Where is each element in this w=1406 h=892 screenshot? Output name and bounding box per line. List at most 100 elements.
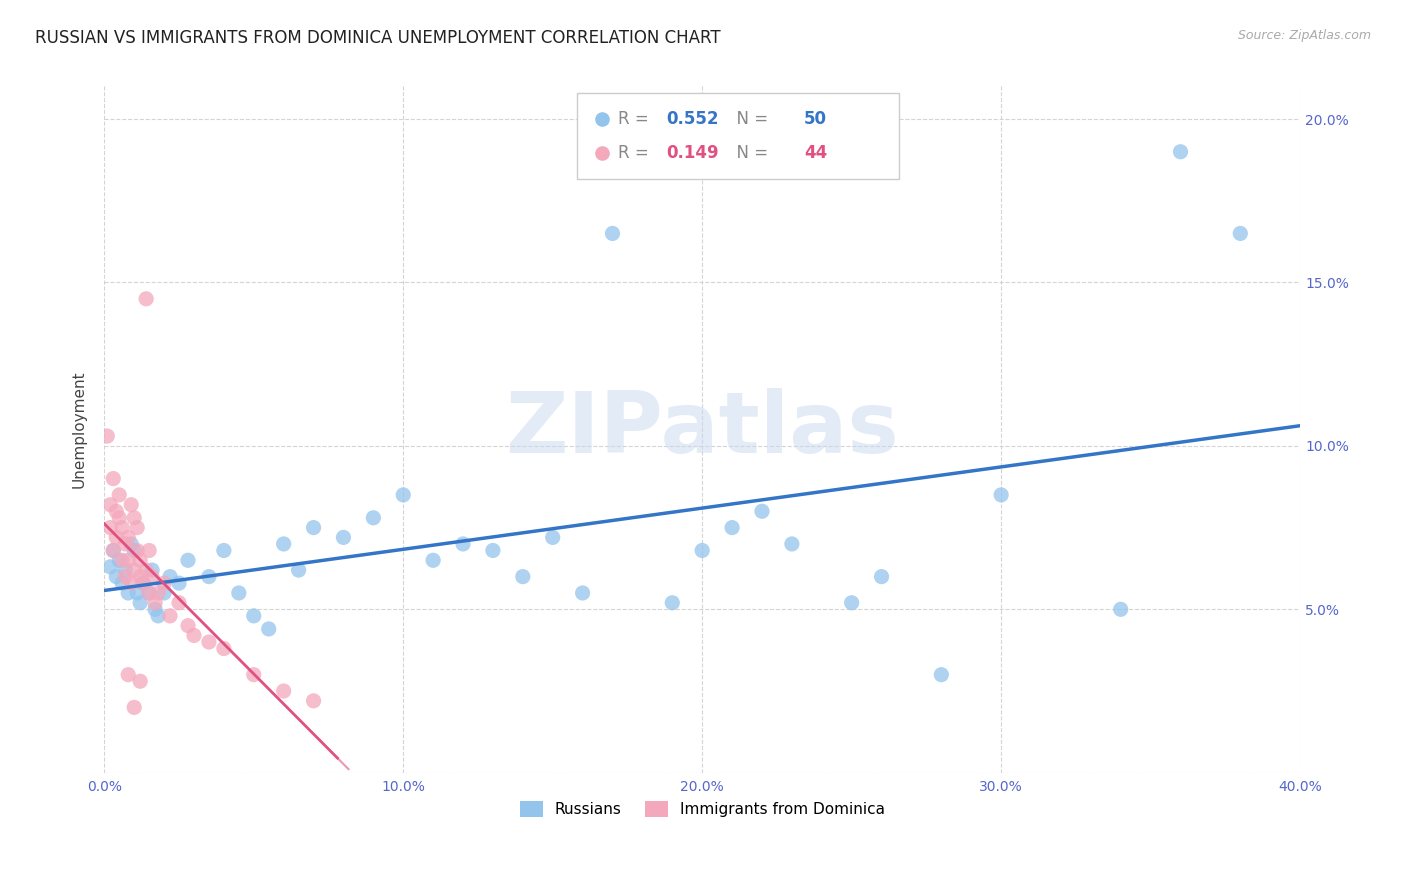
Text: ZIPatlas: ZIPatlas: [505, 388, 898, 471]
Point: [143, 602, 166, 616]
Point: [159, 569, 181, 583]
Point: [273, 684, 295, 698]
Point: [141, 569, 163, 583]
Point: [841, 596, 863, 610]
Point: [129, 674, 152, 689]
Point: [159, 608, 181, 623]
Text: 0.149: 0.149: [666, 144, 718, 162]
Text: N =: N =: [725, 144, 773, 162]
Point: [114, 537, 136, 551]
Point: [870, 569, 893, 583]
Point: [392, 488, 415, 502]
Point: [138, 586, 160, 600]
Point: [153, 586, 176, 600]
Point: [661, 596, 683, 610]
Point: [146, 586, 169, 600]
Point: [751, 504, 773, 518]
Point: [122, 510, 145, 524]
Point: [363, 510, 385, 524]
Point: [111, 576, 134, 591]
Y-axis label: Unemployment: Unemployment: [72, 371, 86, 488]
Point: [302, 694, 325, 708]
Point: [98, 520, 121, 534]
Point: [111, 553, 134, 567]
Point: [132, 576, 155, 591]
Point: [153, 576, 176, 591]
Point: [422, 553, 444, 567]
Point: [111, 520, 134, 534]
Point: [122, 700, 145, 714]
Point: [780, 537, 803, 551]
Point: [1229, 227, 1251, 241]
Point: [138, 586, 160, 600]
Point: [120, 576, 142, 591]
Point: [129, 553, 152, 567]
Point: [117, 553, 139, 567]
Point: [122, 563, 145, 577]
Text: R =: R =: [619, 144, 654, 162]
Point: [990, 488, 1012, 502]
Point: [242, 667, 264, 681]
Point: [129, 569, 152, 583]
Point: [108, 510, 131, 524]
Point: [721, 520, 744, 534]
Point: [602, 227, 624, 241]
Text: RUSSIAN VS IMMIGRANTS FROM DOMINICA UNEMPLOYMENT CORRELATION CHART: RUSSIAN VS IMMIGRANTS FROM DOMINICA UNEM…: [35, 29, 721, 47]
Point: [114, 569, 136, 583]
Point: [177, 553, 200, 567]
Point: [105, 569, 128, 583]
Point: [108, 553, 131, 567]
Point: [242, 608, 264, 623]
Point: [212, 543, 235, 558]
Legend: Russians, Immigrants from Dominica: Russians, Immigrants from Dominica: [513, 796, 891, 823]
Point: [105, 530, 128, 544]
Point: [132, 576, 155, 591]
Point: [98, 498, 121, 512]
Point: [1170, 145, 1192, 159]
Text: R =: R =: [619, 111, 654, 128]
Point: [117, 586, 139, 600]
Point: [96, 429, 118, 443]
Point: [273, 537, 295, 551]
Point: [287, 563, 309, 577]
Point: [198, 569, 221, 583]
Text: N =: N =: [725, 111, 773, 128]
Point: [103, 472, 125, 486]
Point: [212, 641, 235, 656]
Point: [228, 586, 250, 600]
Point: [167, 576, 190, 591]
Point: [127, 586, 149, 600]
Point: [143, 596, 166, 610]
Text: 50: 50: [804, 111, 827, 128]
Point: [120, 537, 142, 551]
Point: [120, 498, 142, 512]
FancyBboxPatch shape: [576, 94, 900, 179]
Point: [135, 292, 157, 306]
Point: [127, 543, 149, 558]
Point: [257, 622, 280, 636]
Point: [138, 543, 160, 558]
Point: [482, 543, 505, 558]
Text: 44: 44: [804, 144, 827, 162]
Point: [105, 504, 128, 518]
Point: [135, 563, 157, 577]
Point: [129, 596, 152, 610]
Point: [451, 537, 474, 551]
Point: [512, 569, 534, 583]
Text: 0.552: 0.552: [666, 111, 718, 128]
Point: [98, 559, 121, 574]
Point: [103, 543, 125, 558]
Point: [1109, 602, 1132, 616]
Point: [141, 563, 163, 577]
Point: [108, 488, 131, 502]
Text: Source: ZipAtlas.com: Source: ZipAtlas.com: [1237, 29, 1371, 43]
Point: [103, 543, 125, 558]
Point: [117, 530, 139, 544]
Point: [114, 563, 136, 577]
Point: [167, 596, 190, 610]
Point: [127, 520, 149, 534]
Point: [332, 530, 354, 544]
Point: [571, 586, 593, 600]
Point: [690, 543, 713, 558]
Point: [146, 608, 169, 623]
